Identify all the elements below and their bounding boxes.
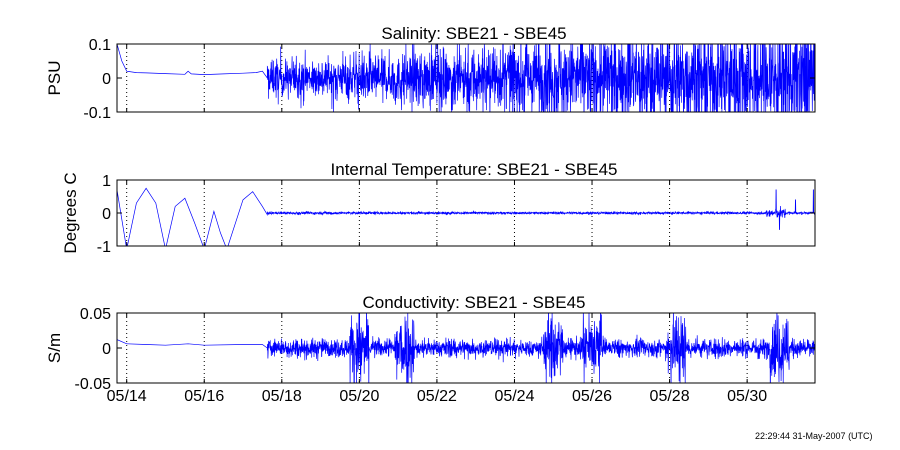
y-tick-label: 0.05 — [80, 306, 111, 323]
panel-title: Salinity: SBE21 - SBE45 — [381, 24, 566, 43]
y-tick-label: 0 — [102, 71, 111, 88]
series-line — [117, 44, 815, 112]
y-tick-label: -0.05 — [75, 376, 112, 393]
x-tick-label: 05/26 — [572, 388, 612, 405]
panel-2: 1 0 -1 Internal Temperature: SBE21 - SBE45 D… — [61, 160, 816, 256]
x-tick-label: 05/18 — [262, 388, 302, 405]
x-tick-label: 05/20 — [339, 388, 379, 405]
y-tick-label: -0.1 — [83, 105, 111, 122]
y-tick-label: 0 — [102, 206, 111, 223]
x-tick-label: 05/22 — [417, 388, 457, 405]
y-tick-label: -1 — [97, 239, 111, 256]
timestamp: 22:29:44 31-May-2007 (UTC) — [755, 431, 873, 441]
panel-3: 0.05 0 -0.05 Conductivity: SBE21 - SBE45 S/m… — [45, 293, 816, 405]
x-tick-label: 05/14 — [107, 388, 147, 405]
y-tick-label: 1 — [102, 173, 111, 190]
x-tick-label: 05/16 — [184, 388, 224, 405]
x-tick-label: 05/28 — [650, 388, 690, 405]
series-line — [117, 313, 815, 383]
panel-1: 0.1 0 -0.1 Salinity: SBE21 - SBE45 PSU — [45, 24, 816, 122]
y-axis-label: Degrees C — [61, 172, 80, 253]
series-line — [117, 187, 815, 246]
y-tick-label: 0.1 — [89, 37, 111, 54]
panel-title: Internal Temperature: SBE21 - SBE45 — [331, 160, 618, 179]
panel-title: Conductivity: SBE21 - SBE45 — [362, 293, 585, 312]
y-axis-label: S/m — [45, 333, 64, 363]
x-tick-label: 05/30 — [727, 388, 767, 405]
y-tick-label: 0 — [102, 341, 111, 358]
x-tick-label: 05/24 — [494, 388, 534, 405]
y-axis-label: PSU — [45, 61, 64, 96]
